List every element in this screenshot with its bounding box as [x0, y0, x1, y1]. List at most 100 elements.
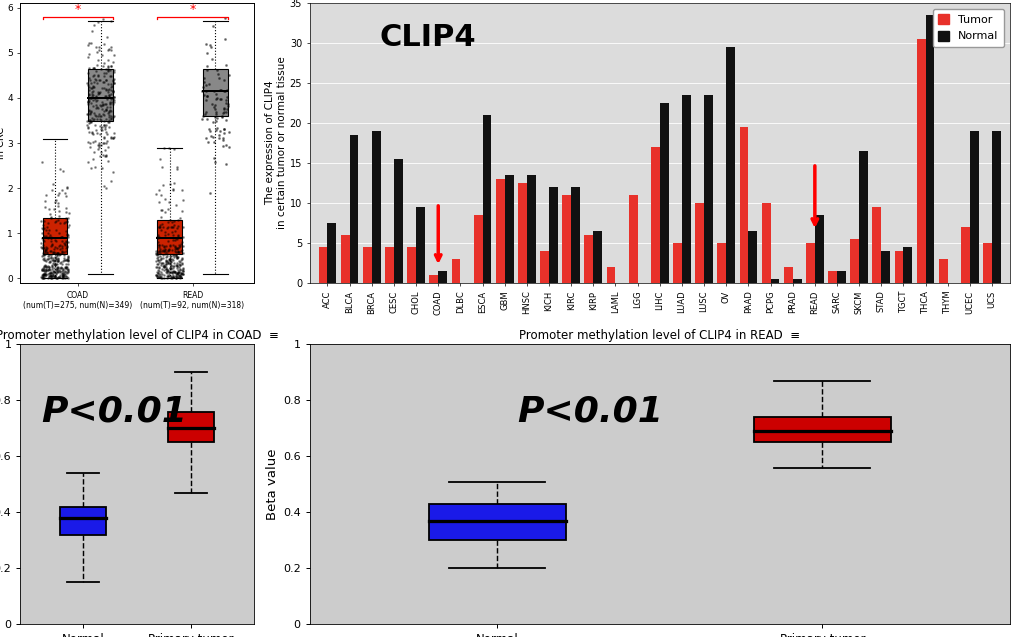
- Point: [220, 142, 236, 152]
- Point: [152, 154, 168, 164]
- Point: [164, 222, 180, 233]
- Point: [174, 269, 191, 279]
- Bar: [894, 251, 903, 283]
- Point: [59, 268, 75, 278]
- Bar: [769, 279, 779, 283]
- Bar: [385, 247, 393, 283]
- Point: [90, 103, 106, 113]
- Point: [88, 42, 104, 52]
- Point: [166, 178, 182, 188]
- Point: [52, 248, 68, 259]
- Point: [34, 264, 50, 275]
- Point: [152, 248, 168, 258]
- Point: [106, 111, 122, 121]
- Point: [42, 266, 58, 276]
- Point: [103, 61, 119, 71]
- Point: [95, 76, 111, 87]
- Bar: [203, 69, 227, 116]
- Point: [36, 249, 52, 259]
- Point: [49, 250, 65, 261]
- Point: [99, 102, 115, 112]
- Point: [159, 204, 175, 214]
- Point: [79, 97, 96, 107]
- Point: [159, 266, 175, 276]
- Point: [83, 98, 99, 108]
- Bar: [593, 231, 601, 283]
- Point: [58, 263, 74, 273]
- Point: [36, 242, 52, 252]
- Point: [160, 258, 176, 268]
- Point: [103, 16, 119, 26]
- Point: [171, 259, 187, 269]
- Point: [96, 83, 112, 94]
- Point: [36, 254, 52, 264]
- Point: [87, 147, 103, 157]
- Point: [173, 268, 190, 278]
- Point: [50, 266, 66, 276]
- Point: [168, 273, 184, 283]
- Point: [173, 254, 190, 264]
- Point: [95, 109, 111, 119]
- Point: [106, 50, 122, 60]
- Point: [158, 257, 174, 267]
- Bar: [753, 417, 891, 443]
- Point: [89, 95, 105, 105]
- Point: [174, 264, 191, 275]
- Point: [208, 113, 224, 123]
- Point: [98, 85, 114, 95]
- Point: [41, 204, 57, 214]
- Point: [84, 25, 100, 36]
- Bar: [43, 217, 67, 254]
- Point: [151, 255, 167, 265]
- Point: [34, 243, 50, 253]
- Point: [102, 97, 118, 107]
- Point: [93, 140, 109, 150]
- Point: [105, 94, 121, 104]
- Point: [166, 267, 182, 277]
- Bar: [858, 151, 867, 283]
- Point: [156, 273, 172, 283]
- Point: [170, 252, 186, 262]
- Point: [59, 229, 75, 239]
- Point: [36, 262, 52, 272]
- Point: [159, 255, 175, 266]
- Point: [94, 163, 110, 173]
- Point: [85, 115, 101, 125]
- Point: [36, 255, 52, 265]
- Point: [36, 216, 52, 226]
- Point: [154, 264, 170, 275]
- Point: [87, 82, 103, 92]
- Point: [59, 262, 75, 273]
- Point: [96, 77, 112, 87]
- Point: [201, 124, 217, 134]
- Legend: Tumor, Normal: Tumor, Normal: [931, 9, 1004, 47]
- Point: [38, 256, 54, 266]
- Point: [94, 104, 110, 114]
- Point: [148, 256, 164, 266]
- Bar: [495, 179, 504, 283]
- Point: [58, 272, 74, 282]
- Point: [196, 73, 212, 83]
- Point: [43, 271, 59, 281]
- Point: [44, 261, 60, 271]
- Point: [49, 267, 65, 277]
- Point: [35, 265, 51, 275]
- Point: [217, 86, 233, 96]
- Point: [152, 266, 168, 276]
- Point: [59, 267, 75, 277]
- Point: [51, 263, 67, 273]
- Point: [159, 271, 175, 282]
- Point: [106, 131, 122, 141]
- Point: [88, 92, 104, 102]
- Point: [34, 233, 50, 243]
- Bar: [903, 247, 911, 283]
- Point: [55, 270, 71, 280]
- Point: [97, 145, 113, 155]
- Point: [49, 273, 65, 283]
- Point: [49, 261, 65, 271]
- Point: [40, 273, 56, 283]
- Bar: [673, 243, 682, 283]
- Point: [40, 254, 56, 264]
- Point: [36, 243, 52, 254]
- Point: [164, 217, 180, 227]
